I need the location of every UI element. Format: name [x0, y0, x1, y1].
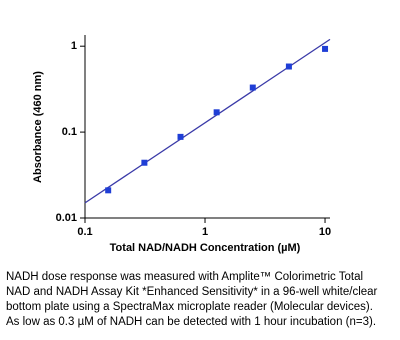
data-point: [105, 187, 112, 194]
x-tick-label: 1: [202, 226, 208, 238]
caption-line: bottom plate using a SpectraMax micropla…: [6, 301, 373, 313]
y-axis-title: Absorbance (460 nm): [32, 71, 44, 183]
x-tick-label: 0.1: [77, 226, 92, 238]
fit-line: [84, 38, 331, 204]
y-tick-label: 0.1: [62, 126, 77, 138]
data-point: [285, 63, 292, 70]
caption-line: NADH dose response was measured with Amp…: [6, 271, 363, 283]
caption-line: As low as 0.3 µM of NADH can be detected…: [6, 316, 376, 328]
data-point: [213, 109, 220, 116]
x-tick-label: 10: [319, 226, 331, 238]
data-point: [141, 159, 148, 166]
caption-line: NAD and NADH Assay Kit *Enhanced Sensiti…: [6, 286, 378, 298]
x-axis-title: Total NAD/NADH Concentration (µM): [110, 242, 301, 254]
data-point: [249, 84, 256, 91]
data-point: [322, 45, 329, 52]
y-tick-label: 1: [71, 40, 77, 52]
y-tick-label: 0.01: [56, 212, 77, 224]
data-point: [177, 133, 184, 140]
